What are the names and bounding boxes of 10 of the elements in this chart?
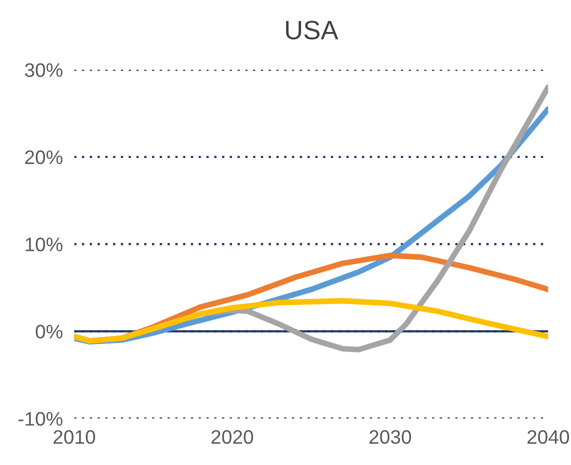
- y-tick-label: 20%: [25, 150, 62, 164]
- chart-title: USA: [286, 20, 338, 40]
- x-tick-label: 2040: [528, 430, 570, 444]
- x-tick-label: 2010: [54, 430, 96, 444]
- y-tick-label: -10%: [18, 412, 62, 426]
- x-tick-label: 2020: [212, 430, 254, 444]
- y-tick-label: 30%: [24, 63, 62, 77]
- x-tick-label: 2030: [370, 430, 412, 444]
- y-tick-label: 10%: [26, 238, 62, 252]
- y-tick-label: 0%: [36, 324, 62, 339]
